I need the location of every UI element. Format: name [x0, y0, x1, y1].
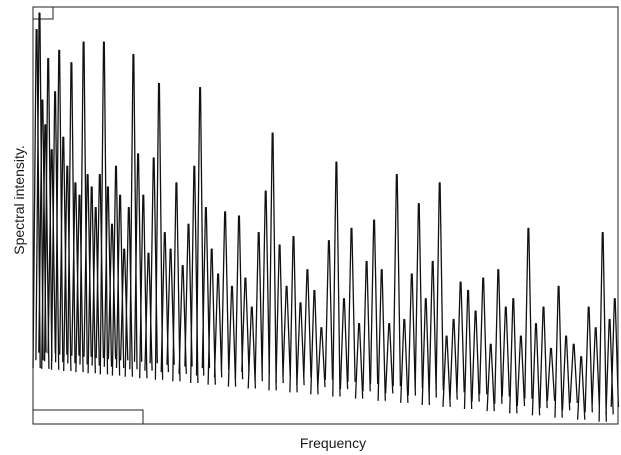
spectrum-peak	[561, 335, 571, 411]
spectrum-peak	[184, 223, 193, 367]
spectrum-peak	[282, 285, 291, 376]
spectrum-peak	[79, 41, 88, 365]
spectrum-peak	[478, 277, 488, 395]
spectrum-peak	[317, 327, 326, 388]
spectrum-peak	[584, 306, 593, 413]
spectrum-peak	[546, 347, 556, 401]
inset-marker-top-left	[32, 6, 54, 20]
spectrum-peak	[310, 289, 319, 395]
spectrum-peak	[178, 265, 187, 374]
spectrum-peak	[449, 318, 458, 400]
spectrum-peak	[241, 277, 250, 372]
spectrum-peak	[524, 227, 533, 399]
spectrum-peak	[509, 298, 518, 414]
spectrum-peak	[254, 231, 263, 382]
spectrum-peak	[166, 248, 175, 365]
spectrum-peak	[38, 99, 47, 353]
spectrum-peak	[207, 248, 216, 385]
spectrum-peak	[463, 289, 473, 410]
spectrum-peak	[67, 62, 76, 364]
spectrum-peak	[591, 327, 600, 406]
spectrum-peak	[75, 194, 84, 373]
spectrum-peak	[220, 211, 230, 370]
spectrum-peak	[289, 236, 298, 393]
spectrum-peak	[377, 269, 386, 401]
y-axis-label: Spectral intensity.	[11, 145, 27, 254]
spectrum-peak	[610, 298, 620, 407]
spectrum-peak	[296, 302, 305, 386]
spectrum-peak	[576, 356, 586, 420]
spectrum-peak	[213, 273, 223, 378]
spectrum-peak	[275, 244, 284, 384]
spectrum-peak	[303, 269, 312, 378]
spectrum-peak	[195, 87, 205, 376]
spectrum-peak	[486, 343, 495, 412]
spectrum-peak	[201, 207, 211, 369]
spectrum-peak	[172, 182, 181, 382]
spectrum-peak	[129, 53, 138, 370]
spectrum-peak	[605, 318, 614, 415]
spectrum-peak	[354, 322, 364, 399]
spectrum-peak	[516, 335, 526, 407]
x-axis-label: Frequency	[300, 435, 366, 451]
spectrum-peak	[54, 49, 64, 363]
spectrum-peak	[392, 173, 402, 387]
spectrum-peak	[569, 343, 578, 404]
spectrum-peak	[407, 273, 417, 396]
spectrum-peak	[268, 132, 277, 391]
spectrum-peak	[190, 165, 199, 384]
spectrum-peak	[324, 240, 334, 380]
spectrum-peak	[339, 298, 349, 390]
spectrum-peak	[369, 219, 379, 385]
spectrum-peak	[332, 161, 341, 397]
spectrum-peak	[227, 285, 237, 387]
spectrum-peak	[139, 194, 148, 379]
spectrum-peak	[456, 281, 465, 393]
spectrum-peak	[435, 182, 444, 391]
inset-marker-bottom-left	[32, 409, 144, 425]
spectrum-peak	[160, 231, 170, 373]
spectrum-peak	[133, 153, 143, 362]
spectrum-peak	[400, 318, 409, 403]
spectrum-peak	[554, 285, 563, 418]
spectrum-peak	[154, 82, 164, 380]
spectrum-peak	[421, 298, 431, 406]
spectrum-peak	[362, 260, 371, 392]
spectrum-peak	[261, 190, 270, 374]
spectrum-peak	[539, 306, 548, 409]
spectrum-peak	[149, 157, 158, 364]
spectrum-peak	[99, 41, 109, 375]
spectrum-peak	[598, 231, 607, 422]
spectrum-peak	[47, 149, 56, 354]
spectrum-peak	[41, 124, 50, 369]
spectrum-peak	[384, 322, 394, 394]
spectrum-peak	[501, 306, 511, 397]
spectrum-peak	[115, 194, 125, 369]
spectrum-peak	[347, 227, 356, 382]
spectrum-peak	[494, 269, 503, 404]
spectrum-peak	[471, 310, 480, 402]
plot-frame	[32, 6, 619, 425]
spectrum-peak	[414, 202, 424, 389]
spectrum-peaks	[32, 12, 620, 422]
spectrum-peak	[32, 29, 41, 369]
spectrum-peak	[247, 306, 257, 389]
spectrum-peak	[234, 215, 244, 380]
spectrum-peak	[442, 335, 451, 407]
spectrum-peak	[428, 260, 437, 398]
spectrum-peak	[531, 322, 541, 416]
